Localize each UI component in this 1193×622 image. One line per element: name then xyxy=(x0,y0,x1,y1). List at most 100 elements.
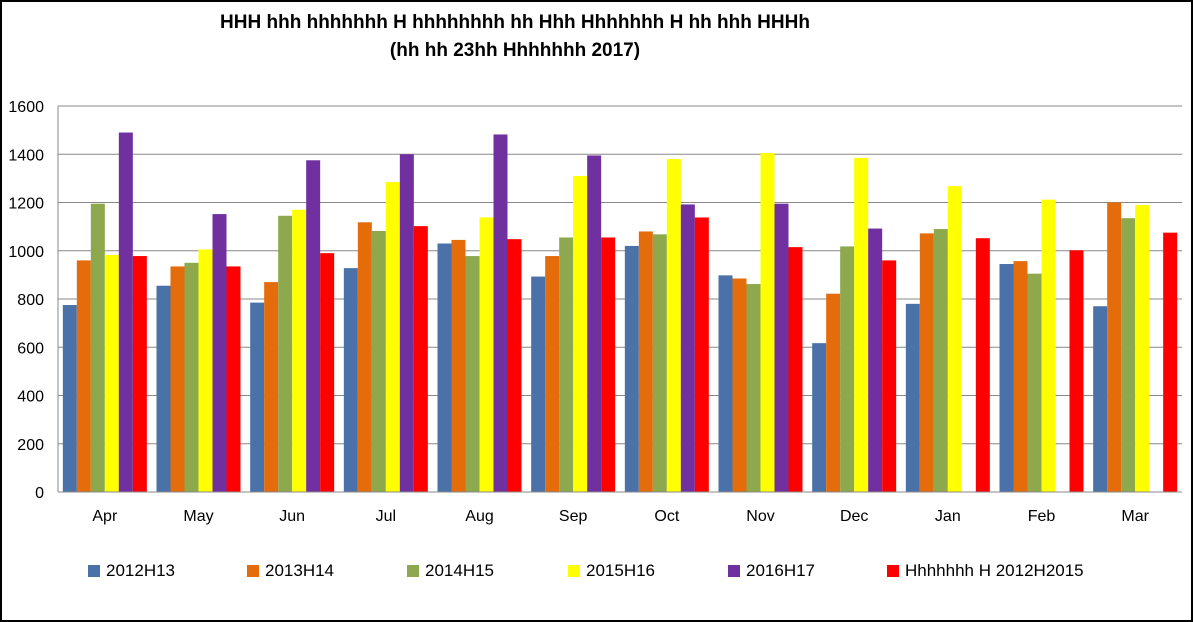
legend-item: 2013H14 xyxy=(247,561,334,581)
bar xyxy=(104,254,119,492)
legend-swatch xyxy=(407,565,419,577)
bar xyxy=(1093,306,1108,492)
x-tick-label: Jun xyxy=(279,508,305,525)
y-tick-label: 200 xyxy=(17,437,44,454)
x-tick-label: Jul xyxy=(376,508,396,525)
bar xyxy=(638,231,653,492)
gridlines xyxy=(58,105,1182,493)
legend-item: 2015H16 xyxy=(568,561,655,581)
y-tick-label: 400 xyxy=(17,389,44,406)
x-tick-label: Feb xyxy=(1028,508,1056,525)
bar xyxy=(156,285,171,492)
bar xyxy=(587,155,602,493)
chart-subtitle: (hh hh 23hh Hhhhhhh 2017) xyxy=(389,40,641,61)
bar xyxy=(306,160,321,492)
x-tick-label: Oct xyxy=(654,508,679,525)
bar xyxy=(90,203,105,493)
legend-item: 2014H15 xyxy=(407,561,494,581)
bar xyxy=(371,230,386,492)
x-tick-label: Apr xyxy=(92,508,118,525)
bar xyxy=(320,253,335,492)
bar xyxy=(1069,250,1084,492)
bar xyxy=(680,204,695,492)
x-tick-label: Dec xyxy=(840,508,868,525)
bar xyxy=(531,276,546,492)
bar xyxy=(198,249,213,492)
legend: 2012H13 2013H14 2014H15 2015H16 2016H17 Hhhhh… xyxy=(0,561,1193,585)
bar xyxy=(413,226,428,492)
legend-item: 2012H13 xyxy=(88,561,175,581)
bar xyxy=(493,134,508,492)
bar xyxy=(718,275,733,492)
legend-swatch xyxy=(568,565,580,577)
bar xyxy=(1107,202,1122,492)
bar xyxy=(264,282,279,492)
legend-item: Hhhhhhh H 2012H2015 xyxy=(887,561,1084,581)
bar xyxy=(212,214,227,492)
y-tick-label: 1200 xyxy=(8,196,44,213)
bar xyxy=(250,302,265,492)
bar xyxy=(975,238,990,492)
bar xyxy=(882,260,897,492)
bar xyxy=(399,154,414,492)
bar xyxy=(666,159,681,492)
legend-label: 2014H15 xyxy=(425,561,495,580)
bar xyxy=(788,247,803,492)
bar xyxy=(507,239,522,492)
bar xyxy=(601,237,616,492)
legend-swatch xyxy=(728,565,740,577)
bar xyxy=(559,237,574,492)
bar xyxy=(278,215,293,493)
y-tick-label: 1600 xyxy=(8,99,44,116)
bar xyxy=(479,217,494,492)
bar xyxy=(760,153,775,492)
bar xyxy=(652,234,667,492)
y-axis: 0 200 400 600 800 1000 1200 1400 1600 xyxy=(8,99,59,502)
legend-label: Hhhhhhh H 2012H2015 xyxy=(905,561,1084,580)
bar xyxy=(854,157,869,492)
bar xyxy=(1163,232,1178,492)
bar xyxy=(62,305,77,492)
bar xyxy=(732,278,747,492)
bars xyxy=(62,132,1178,493)
bar xyxy=(76,260,91,492)
bar xyxy=(812,343,827,492)
chart-title: HHH hhh hhhhhhh H hhhhhhhh hh Hhh Hhhhhh… xyxy=(220,12,810,33)
legend-label: 2013H14 xyxy=(265,561,335,580)
bar xyxy=(437,243,452,492)
bar xyxy=(385,181,400,492)
y-tick-label: 800 xyxy=(17,292,44,309)
bar xyxy=(573,175,588,492)
bar xyxy=(933,229,948,492)
bar xyxy=(624,245,639,492)
bar xyxy=(826,293,841,492)
legend-label: 2016H17 xyxy=(746,561,816,580)
bar xyxy=(1027,273,1042,492)
bar xyxy=(1041,199,1056,493)
y-tick-label: 1400 xyxy=(8,147,44,164)
bar xyxy=(357,222,372,492)
bar xyxy=(451,239,466,492)
bar xyxy=(184,262,199,492)
bar xyxy=(840,246,855,492)
bar xyxy=(465,256,480,492)
bar xyxy=(746,284,761,492)
x-axis: Apr May Jun Jul Aug Sep Oct Nov Dec Jan Feb Mar xyxy=(58,491,1182,525)
bar xyxy=(1121,218,1136,492)
y-tick-label: 0 xyxy=(35,485,44,502)
bar xyxy=(132,256,147,492)
bar xyxy=(545,256,560,492)
x-tick-label: May xyxy=(183,508,213,525)
bar xyxy=(1013,261,1028,492)
bar xyxy=(694,217,709,492)
bar xyxy=(292,209,307,493)
bar xyxy=(343,268,358,492)
legend-label: 2015H16 xyxy=(586,561,656,580)
bar xyxy=(999,264,1014,492)
x-tick-label: Nov xyxy=(746,508,774,525)
legend-item: 2016H17 xyxy=(728,561,815,581)
bar xyxy=(947,186,962,492)
bar xyxy=(905,303,920,492)
bar xyxy=(919,233,934,492)
